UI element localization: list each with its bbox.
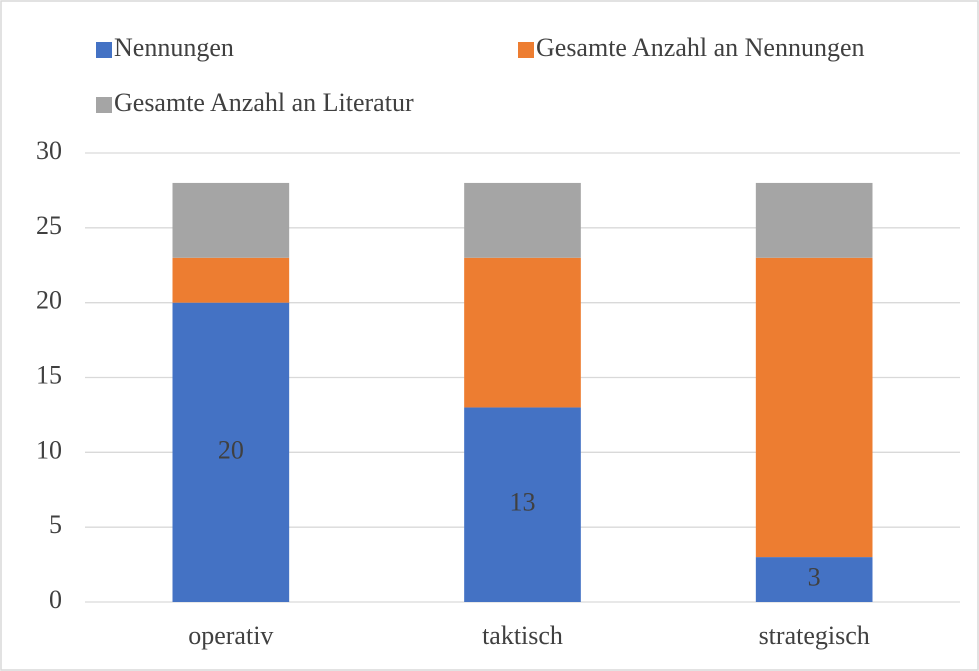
y-tick-label: 5 [49,510,62,539]
bar-segment [755,557,873,602]
y-tick-label: 10 [36,435,62,464]
data-label: 3 [808,563,821,592]
y-tick-label: 15 [36,360,62,389]
y-tick-label: 20 [36,286,62,315]
legend-label: Nennungen [114,33,234,62]
bar-segment [464,182,581,258]
x-tick-label: strategisch [759,621,870,650]
legend-label: Gesamte Anzahl an Nennungen [536,33,865,62]
bar-segment [755,182,873,258]
bar-segment [755,257,873,558]
x-tick-label: operativ [188,621,273,650]
bar-segment [464,407,581,602]
bar-segment [172,182,290,258]
y-tick-label: 0 [49,585,62,614]
y-tick-label: 25 [36,211,62,240]
legend-swatch [518,42,534,58]
legend-label: Gesamte Anzahl an Literatur [114,88,414,117]
data-label: 20 [218,435,244,464]
legend-swatch [96,97,112,113]
y-tick-label: 30 [36,136,62,165]
bar-segment [172,302,290,602]
bar-segment [172,257,290,303]
data-label: 13 [510,488,536,517]
legend-swatch [96,42,112,58]
x-tick-label: taktisch [482,621,563,650]
bar-segment [464,257,581,408]
